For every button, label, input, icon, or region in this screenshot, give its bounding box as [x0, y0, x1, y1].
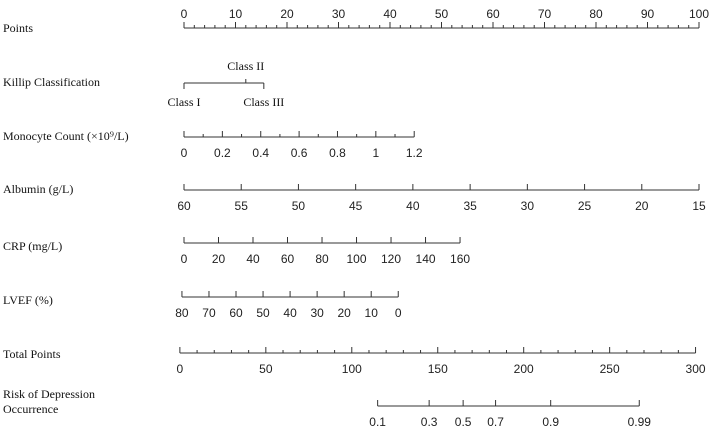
- total-points-tick-label: 0: [177, 362, 184, 376]
- total-points-tick-label: 50: [259, 362, 273, 376]
- points-tick-label: 70: [538, 7, 552, 21]
- lvef-tick-label: 80: [175, 306, 189, 320]
- killip-classification-tick-label: Class I: [168, 95, 201, 109]
- lvef-tick-label: 60: [229, 306, 243, 320]
- risk-of-depression-occurrence-tick-label: 0.7: [487, 415, 504, 429]
- crp-mg-l-tick-label: 40: [246, 252, 260, 266]
- monocyte-count-10-l-label: Monocyte Count (×10⁹/L): [3, 129, 129, 143]
- risk-of-depression-occurrence-label: Risk of Depression Occurrence: [3, 387, 95, 416]
- total-points-tick-label: 100: [342, 362, 362, 376]
- monocyte-count-10-l-tick-label: 0.2: [214, 146, 231, 160]
- points-tick-label: 90: [641, 7, 655, 21]
- lvef-tick-label: 40: [283, 306, 297, 320]
- albumin-g-l-tick-label: 30: [521, 199, 535, 213]
- albumin-g-l-tick-label: 15: [692, 199, 706, 213]
- lvef-tick-label: 20: [337, 306, 351, 320]
- total-points-tick-label: 150: [428, 362, 448, 376]
- albumin-g-l-tick-label: 35: [463, 199, 477, 213]
- monocyte-count-10-l-tick-label: 1.2: [406, 146, 423, 160]
- crp-mg-l-label: CRP (mg/L): [3, 239, 62, 253]
- points-tick-label: 50: [435, 7, 449, 21]
- crp-mg-l-tick-label: 140: [416, 252, 436, 266]
- total-points-label: Total Points: [3, 347, 61, 361]
- crp-mg-l-tick-label: 160: [450, 252, 470, 266]
- albumin-g-l-tick-label: 25: [578, 199, 592, 213]
- monocyte-count-10-l-tick-label: 0.4: [252, 146, 269, 160]
- killip-classification-tick-label: Class III: [243, 95, 284, 109]
- monocyte-count-10-l-tick-label: 0.6: [291, 146, 308, 160]
- lvef-label: LVEF (%): [3, 293, 53, 307]
- albumin-g-l-tick-label: 40: [406, 199, 420, 213]
- monocyte-count-10-l-tick-label: 0: [181, 146, 188, 160]
- albumin-g-l-label: Albumin (g/L): [3, 182, 73, 196]
- crp-mg-l-tick-label: 80: [315, 252, 329, 266]
- points-tick-label: 20: [280, 7, 294, 21]
- albumin-g-l-tick-label: 50: [292, 199, 306, 213]
- killip-classification-tick-label: Class II: [227, 59, 264, 73]
- points-label: Points: [3, 21, 33, 35]
- points-tick-label: 10: [229, 7, 243, 21]
- crp-mg-l-tick-label: 20: [212, 252, 226, 266]
- risk-of-depression-occurrence-tick-label: 0.9: [542, 415, 559, 429]
- lvef-tick-label: 50: [256, 306, 270, 320]
- lvef-tick-label: 0: [395, 306, 402, 320]
- albumin-g-l-tick-label: 55: [235, 199, 249, 213]
- monocyte-count-10-l-tick-label: 0.8: [329, 146, 346, 160]
- risk-of-depression-occurrence-tick-label: 0.99: [628, 415, 652, 429]
- monocyte-count-10-l-tick-label: 1: [372, 146, 379, 160]
- points-tick-label: 80: [589, 7, 603, 21]
- crp-mg-l-tick-label: 100: [347, 252, 367, 266]
- risk-of-depression-occurrence-tick-label: 0.1: [369, 415, 386, 429]
- crp-mg-l-tick-label: 0: [181, 252, 188, 266]
- risk-of-depression-occurrence-tick-label: 0.5: [455, 415, 472, 429]
- albumin-g-l-tick-label: 45: [349, 199, 363, 213]
- points-tick-label: 0: [181, 7, 188, 21]
- lvef-tick-label: 30: [310, 306, 324, 320]
- points-tick-label: 100: [689, 7, 709, 21]
- points-tick-label: 60: [486, 7, 500, 21]
- crp-mg-l-tick-label: 60: [281, 252, 295, 266]
- albumin-g-l-tick-label: 60: [177, 199, 191, 213]
- lvef-tick-label: 10: [365, 306, 379, 320]
- points-tick-label: 30: [332, 7, 346, 21]
- total-points-tick-label: 200: [514, 362, 534, 376]
- risk-of-depression-occurrence-tick-label: 0.3: [421, 415, 438, 429]
- lvef-tick-label: 70: [202, 306, 216, 320]
- crp-mg-l-tick-label: 120: [381, 252, 401, 266]
- total-points-tick-label: 250: [600, 362, 620, 376]
- total-points-tick-label: 300: [686, 362, 706, 376]
- points-tick-label: 40: [383, 7, 397, 21]
- killip-classification-label: Killip Classification: [3, 75, 100, 89]
- albumin-g-l-tick-label: 20: [635, 199, 649, 213]
